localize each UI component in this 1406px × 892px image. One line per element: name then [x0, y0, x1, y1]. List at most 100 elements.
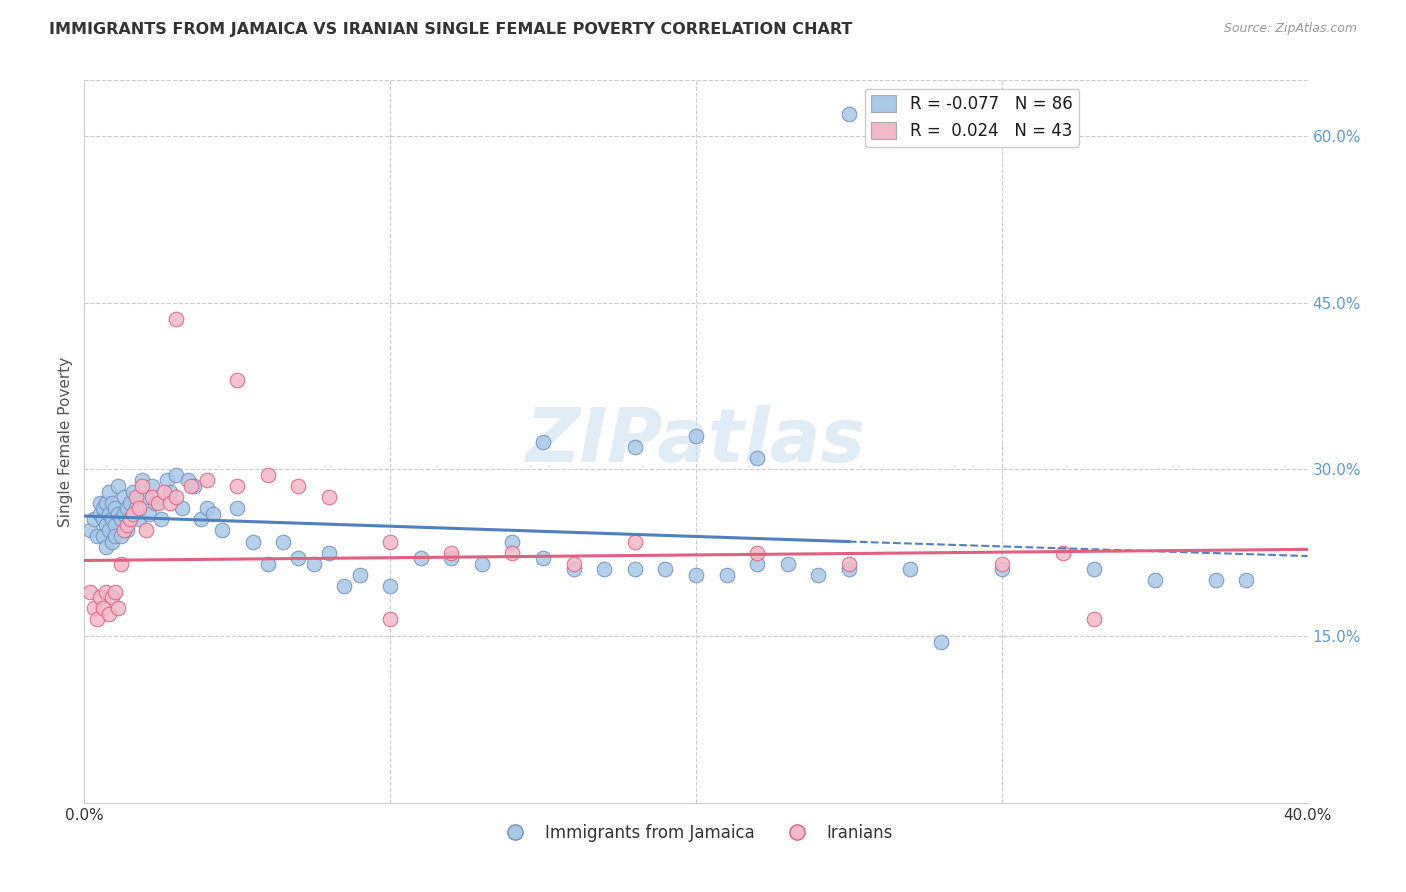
Point: [165, 312, 187, 326]
Point: [79, 524, 101, 538]
Point: [1052, 546, 1074, 560]
Point: [1083, 612, 1105, 626]
Point: [287, 551, 309, 566]
Point: [776, 557, 799, 571]
Point: [177, 474, 200, 488]
Point: [89, 507, 111, 521]
Text: Source: ZipAtlas.com: Source: ZipAtlas.com: [1223, 22, 1357, 36]
Point: [101, 496, 124, 510]
Point: [195, 474, 218, 488]
Point: [112, 507, 135, 521]
Point: [165, 490, 187, 504]
Point: [838, 557, 860, 571]
Point: [156, 474, 179, 488]
Point: [101, 512, 124, 526]
Point: [211, 524, 233, 538]
Point: [120, 512, 142, 526]
Point: [195, 501, 218, 516]
Point: [91, 529, 114, 543]
Point: [91, 512, 114, 526]
Point: [110, 557, 132, 571]
Point: [101, 590, 124, 604]
Point: [104, 517, 127, 532]
Point: [115, 524, 138, 538]
Point: [83, 601, 105, 615]
Point: [226, 373, 249, 387]
Point: [226, 479, 249, 493]
Point: [131, 479, 153, 493]
Point: [624, 534, 647, 549]
Point: [318, 546, 340, 560]
Legend: Immigrants from Jamaica, Iranians: Immigrants from Jamaica, Iranians: [492, 817, 900, 848]
Point: [271, 534, 294, 549]
Point: [287, 479, 309, 493]
Point: [242, 534, 264, 549]
Y-axis label: Single Female Poverty: Single Female Poverty: [58, 357, 73, 526]
Point: [120, 496, 142, 510]
Point: [120, 512, 142, 526]
Point: [115, 517, 138, 532]
Point: [1143, 574, 1166, 588]
Point: [86, 612, 108, 626]
Point: [929, 634, 952, 648]
Point: [146, 496, 169, 510]
Point: [172, 501, 194, 516]
Point: [991, 562, 1014, 576]
Point: [104, 501, 127, 516]
Point: [380, 534, 402, 549]
Point: [128, 512, 150, 526]
Point: [1083, 562, 1105, 576]
Point: [143, 496, 166, 510]
Point: [190, 512, 212, 526]
Point: [807, 568, 830, 582]
Point: [333, 579, 356, 593]
Point: [107, 507, 129, 521]
Point: [531, 434, 554, 449]
Point: [440, 551, 463, 566]
Point: [83, 512, 105, 526]
Point: [747, 546, 769, 560]
Point: [91, 601, 114, 615]
Point: [349, 568, 371, 582]
Point: [112, 524, 135, 538]
Point: [112, 490, 135, 504]
Point: [562, 562, 585, 576]
Point: [159, 496, 181, 510]
Point: [502, 546, 524, 560]
Point: [89, 496, 111, 510]
Point: [97, 484, 120, 499]
Point: [257, 557, 280, 571]
Point: [104, 584, 127, 599]
Point: [226, 501, 249, 516]
Point: [380, 579, 402, 593]
Point: [593, 562, 616, 576]
Point: [107, 601, 129, 615]
Point: [104, 529, 127, 543]
Point: [135, 524, 157, 538]
Point: [94, 517, 117, 532]
Point: [149, 512, 172, 526]
Text: ZIPatlas: ZIPatlas: [526, 405, 866, 478]
Point: [94, 496, 117, 510]
Point: [380, 612, 402, 626]
Point: [86, 529, 108, 543]
Point: [97, 524, 120, 538]
Point: [135, 490, 157, 504]
Point: [685, 429, 707, 443]
Point: [107, 479, 129, 493]
Point: [654, 562, 676, 576]
Point: [257, 467, 280, 482]
Point: [838, 106, 860, 120]
Point: [153, 484, 176, 499]
Point: [79, 584, 101, 599]
Point: [898, 562, 921, 576]
Point: [97, 607, 120, 621]
Point: [94, 540, 117, 554]
Point: [562, 557, 585, 571]
Point: [409, 551, 432, 566]
Point: [624, 562, 647, 576]
Point: [159, 484, 181, 499]
Text: IMMIGRANTS FROM JAMAICA VS IRANIAN SINGLE FEMALE POVERTY CORRELATION CHART: IMMIGRANTS FROM JAMAICA VS IRANIAN SINGL…: [49, 22, 852, 37]
Point: [302, 557, 325, 571]
Point: [531, 551, 554, 566]
